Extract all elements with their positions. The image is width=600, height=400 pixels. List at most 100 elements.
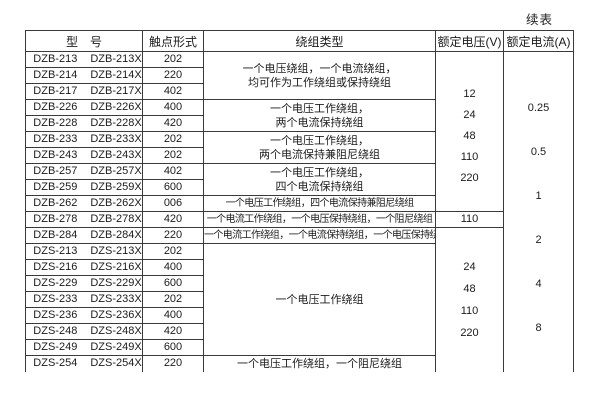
contact-form-cell: 400 (142, 99, 204, 116)
model-code: DZB-262 (33, 197, 78, 209)
model-code: DZB-243 (33, 149, 78, 161)
spec-table: 型 号 触点形式 绕组类型 额定电压(V) 额定电流(A) DZB-213 DZB… (25, 30, 574, 372)
model-code-x: DZB-226X (90, 101, 142, 113)
voltage-value: 12 (463, 88, 476, 100)
winding-type-cell: 一个电压工作绕组，四个电流保持兼阻尼绕组 (203, 195, 436, 212)
model-pair: DZS-216 DZS-216X (27, 261, 141, 275)
column-header-contact: 触点形式 (142, 30, 204, 52)
model-pair: DZB-228 DZB-228X (27, 117, 142, 131)
voltage-value: 48 (463, 130, 476, 142)
winding-type-cell: 一个电压绕组，一个电流绕组， 均可作为工作绕组或保持绕组 (203, 51, 436, 100)
model-pair: DZS-233 DZS-233X (27, 293, 141, 307)
contact-form-cell: 202 (142, 291, 204, 308)
model-code-x: DZB-259X (90, 181, 142, 193)
model-code-x: DZB-213X (90, 53, 142, 65)
model-cell: DZB-233 DZB-233X (25, 131, 143, 148)
voltage-value: 110 (460, 151, 479, 163)
continued-table-label: 续表 (526, 13, 554, 27)
table-row: DZS-249 DZS-249X 600 (25, 339, 574, 356)
model-code-x: DZS-249X (90, 341, 142, 353)
model-code: DZB-284 (33, 229, 78, 241)
winding-type-cell: 一个电压工作绕组， 两个电流保持绕组 (203, 99, 436, 132)
winding-type-cell: 一个电压工作绕组， 两个电流保持兼阻尼绕组 (203, 131, 436, 164)
winding-type-text: 一个电压工作绕组， (270, 166, 369, 179)
model-cell: DZS-229 DZS-229X (25, 275, 143, 292)
model-pair: DZS-249 DZS-249X (27, 341, 142, 355)
table-row: DZS-213 DZS-213X 202 一个电压工作绕组 (25, 243, 574, 356)
table-row: DZB-278 DZB-278X 420 一个电流工作绕组，一个电压保持绕组，一个阻尼… (25, 211, 574, 228)
table-row: DZB-213 DZB-213X 202 一个电压绕组，一个电流绕组， 均可作为工作绕组… (25, 51, 574, 372)
winding-type-cell: 一个电流工作绕组，一个电压保持绕组，一个阻尼绕组 (203, 211, 436, 228)
model-code-x: DZB-233X (90, 133, 142, 145)
model-code: DZB-213 (33, 53, 78, 65)
model-cell: DZB-217 DZB-217X (25, 83, 143, 100)
winding-type-text: 一个电压工作绕组， (270, 102, 369, 115)
winding-type-text: 一个电流工作绕组，一个电压保持绕组，一个阻尼绕组 (206, 213, 433, 225)
model-code: DZS-236 (33, 309, 78, 321)
contact-form-cell: 402 (142, 163, 204, 180)
model-code: DZB-233 (33, 133, 78, 145)
model-code-x: DZB-257X (90, 165, 142, 177)
model-cell: DZS-236 DZS-236X (25, 307, 143, 324)
model-pair: DZB-259 DZB-259X (27, 181, 142, 195)
model-pair: DZB-257 DZB-257X (27, 165, 142, 179)
model-code-x: DZS-213X (90, 245, 142, 257)
rated-voltage-cell: 24 48 110 220 (435, 227, 504, 372)
voltage-value: 24 (463, 109, 476, 121)
contact-form-cell: 600 (142, 275, 204, 292)
model-code: DZB-259 (33, 181, 78, 193)
winding-type-text: 一个电压工作绕组，四个电流保持兼阻尼绕组 (225, 197, 415, 209)
table-row: DZS-216 DZS-216X 400 (25, 259, 574, 276)
header-row: 型 号 触点形式 绕组类型 额定电压(V) 额定电流(A) (25, 30, 574, 52)
contact-form-cell: 220 (142, 227, 204, 244)
model-pair: DZB-262 DZB-262X (27, 197, 141, 211)
model-cell: DZB-262 DZB-262X (25, 195, 143, 212)
table-row: DZB-233 DZB-233X 202 一个电压工作绕组， 两个电流保持兼阻尼绕组 (25, 131, 574, 164)
column-header-current: 额定电流(A) (503, 30, 574, 52)
model-pair: DZB-217 DZB-217X (27, 85, 141, 99)
model-pair: DZB-278 DZB-278X (27, 213, 141, 227)
model-pair: DZS-254 DZS-254X (27, 357, 142, 372)
winding-type-text: 一个电压工作绕组 (275, 293, 364, 306)
winding-type-cell: 一个电压工作绕组，一个阻尼绕组 (203, 355, 436, 372)
model-cell: DZS-254 DZS-254X (25, 355, 143, 372)
model-code-x: DZS-236X (90, 309, 142, 321)
table-row: DZB-257 DZB-257X 402 一个电压工作绕组， 四个电流保持绕组 (25, 163, 574, 196)
winding-type-text: 两个电流保持绕组 (275, 116, 364, 129)
model-code: DZS-249 (33, 341, 78, 353)
winding-type-text: 一个电压绕组，一个电流绕组， (242, 62, 397, 75)
current-value: 1 (535, 189, 542, 202)
current-value: 4 (535, 277, 542, 290)
model-cell: DZB-214 DZB-214X (25, 67, 143, 84)
model-code: DZS-248 (33, 325, 78, 337)
winding-type-text: 四个电流保持绕组 (275, 180, 364, 193)
model-code-x: DZB-228X (90, 117, 142, 129)
model-pair: DZB-214 DZB-214X (27, 69, 141, 83)
current-value: 8 (535, 321, 542, 334)
table-row: DZS-236 DZS-236X 400 (25, 307, 574, 324)
model-code: DZS-233 (33, 293, 78, 305)
model-code: DZS-216 (33, 261, 78, 273)
voltage-value: 220 (460, 172, 479, 184)
model-code: DZB-257 (33, 165, 78, 177)
winding-type-text: 两个电流保持兼阻尼绕组 (259, 148, 380, 161)
model-code-x: DZS-248X (90, 325, 142, 337)
contact-form-cell: 600 (142, 339, 204, 356)
table-row: DZB-214 DZB-214X 220 (25, 67, 574, 84)
rated-voltage-cell: 110 (435, 211, 504, 228)
model-cell: DZS-213 DZS-213X (25, 243, 143, 260)
winding-type-cell: 一个电压工作绕组 (203, 243, 436, 356)
column-header-voltage: 额定电压(V) (435, 30, 504, 52)
table-row: DZB-217 DZB-217X 402 (25, 83, 574, 100)
model-cell: DZS-216 DZS-216X (25, 259, 143, 276)
model-cell: DZB-243 DZB-243X (25, 147, 143, 164)
contact-form-cell: 420 (142, 323, 204, 340)
model-code-x: DZS-254X (90, 357, 142, 370)
model-cell: DZB-284 DZB-284X (25, 227, 143, 244)
table-row: DZS-254 DZS-254X 220 一个电压工作绕组，一个阻尼绕组 (25, 355, 574, 372)
winding-type-text: 一个电压工作绕组， (270, 134, 369, 147)
contact-form-cell: 220 (142, 67, 204, 84)
model-code-x: DZB-243X (90, 149, 142, 161)
model-pair: DZB-213 DZB-213X (27, 53, 142, 67)
model-cell: DZB-257 DZB-257X (25, 163, 143, 180)
